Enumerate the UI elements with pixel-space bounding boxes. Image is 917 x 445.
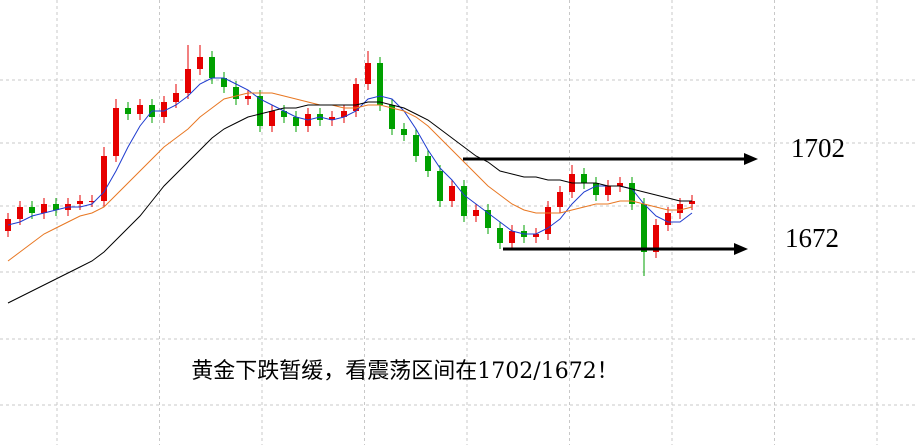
candle-body xyxy=(617,183,623,186)
candle-body xyxy=(389,105,395,129)
moving-average xyxy=(7,101,692,304)
candle-body xyxy=(341,111,347,117)
candle-body xyxy=(113,108,119,156)
candle-body xyxy=(485,210,491,228)
level-label: 1672 xyxy=(785,223,839,253)
candle-body xyxy=(677,204,683,213)
arrow-head xyxy=(744,153,758,165)
candle-body xyxy=(5,219,11,231)
candle-body xyxy=(29,207,35,213)
candle-body xyxy=(557,192,563,207)
candle-body xyxy=(197,57,203,69)
candle-body xyxy=(605,186,611,195)
candle-body xyxy=(461,186,467,216)
candle-body xyxy=(269,111,275,126)
candle-body xyxy=(185,69,191,93)
candle-body xyxy=(137,105,143,114)
candle-body xyxy=(161,102,167,117)
candle-body xyxy=(221,78,227,87)
candle-body xyxy=(437,171,443,201)
candle-body xyxy=(533,234,539,237)
candle-body xyxy=(473,210,479,216)
caption: 黄金下跌暂缓，看震荡区间在1702/1672！ xyxy=(191,359,618,384)
arrow-head xyxy=(734,243,748,255)
candle-body xyxy=(581,174,587,183)
candle-body xyxy=(665,213,671,225)
candle-body xyxy=(245,96,251,99)
candle-body xyxy=(329,117,335,120)
candle-body xyxy=(629,183,635,204)
candle-body xyxy=(365,63,371,84)
candle-body xyxy=(281,111,287,117)
candle-body xyxy=(209,57,215,78)
candle-body xyxy=(689,201,695,204)
candle-body xyxy=(89,201,95,202)
candle-body xyxy=(17,207,23,219)
candle-body xyxy=(77,201,83,204)
candle-body xyxy=(593,183,599,195)
candle-body xyxy=(353,84,359,111)
candle-body xyxy=(233,87,239,99)
moving-average xyxy=(7,92,693,262)
candle-body xyxy=(125,108,131,114)
candle-body xyxy=(293,117,299,126)
candle-body xyxy=(425,156,431,171)
candle-body xyxy=(101,156,107,201)
candle-body xyxy=(653,225,659,252)
candle-body xyxy=(377,63,383,105)
candle-body xyxy=(641,204,647,252)
candle-body xyxy=(53,204,59,210)
candle-body xyxy=(257,96,263,126)
candle-body xyxy=(413,135,419,156)
candle-body xyxy=(449,186,455,201)
candle-body xyxy=(401,129,407,135)
candle-body xyxy=(173,93,179,102)
candle-body xyxy=(509,231,515,243)
candle-body xyxy=(497,228,503,243)
level-label: 1702 xyxy=(791,133,845,163)
moving-average xyxy=(7,77,693,235)
candle-body xyxy=(545,207,551,234)
candle-body xyxy=(41,204,47,213)
